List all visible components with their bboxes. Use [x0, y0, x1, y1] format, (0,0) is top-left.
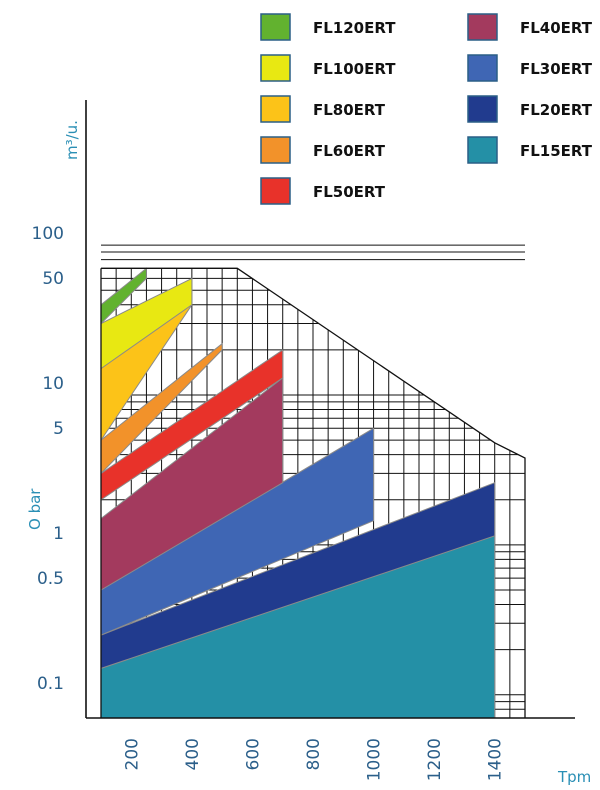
legend-label: FL40ERT — [520, 19, 593, 37]
axes — [85, 100, 575, 719]
legend-item: FL80ERT — [260, 95, 386, 123]
legend: FL120ERT FL100ERT FL80ERT FL60ERT FL50ERT FL4… — [260, 13, 593, 205]
legend-swatch — [260, 136, 291, 164]
x-axis-title: Tpm — [557, 768, 591, 786]
legend-label: FL120ERT — [313, 19, 396, 37]
legend-item: FL30ERT — [467, 54, 593, 82]
legend-swatch — [467, 54, 498, 82]
x-tick-label: 1000 — [365, 738, 385, 781]
legend-swatch — [260, 13, 291, 41]
legend-item: FL120ERT — [260, 13, 396, 41]
x-tick-label: 1200 — [425, 738, 445, 781]
legend-item: FL15ERT — [467, 136, 593, 164]
legend-swatch — [260, 177, 291, 205]
legend-swatch — [260, 54, 291, 82]
legend-label: FL60ERT — [313, 142, 386, 160]
envelope-line — [101, 267, 526, 718]
y-tick-label: 1 — [53, 524, 64, 544]
legend-label: FL30ERT — [520, 60, 593, 78]
x-tick-label: 1400 — [486, 738, 506, 781]
legend-label: FL80ERT — [313, 101, 386, 119]
x-tick-label: 800 — [304, 738, 324, 770]
legend-item: FL40ERT — [467, 13, 593, 41]
legend-swatch — [467, 136, 498, 164]
y-tick-label: 0.1 — [37, 674, 64, 694]
x-tick-label: 200 — [122, 738, 142, 770]
y-tick-label: 0.5 — [37, 569, 64, 589]
x-tick-labels: 200 400 600 800 1000 1200 1400 — [122, 738, 505, 781]
y-tick-label: 50 — [42, 269, 64, 289]
x-tick-label: 400 — [183, 738, 203, 770]
y-axis-title: O bar — [26, 488, 44, 530]
legend-item: FL100ERT — [260, 54, 396, 82]
y-tick-label: 5 — [53, 419, 64, 439]
envelope — [100, 267, 526, 718]
legend-label: FL15ERT — [520, 142, 593, 160]
legend-label: FL100ERT — [313, 60, 396, 78]
x-tick-label: 600 — [243, 738, 263, 770]
legend-swatch — [260, 95, 291, 123]
legend-item: FL50ERT — [260, 177, 386, 205]
legend-swatch — [467, 13, 498, 41]
y-tick-label: 100 — [32, 224, 64, 244]
series-bands — [100, 267, 496, 719]
legend-label: FL20ERT — [520, 101, 593, 119]
legend-item: FL60ERT — [260, 136, 386, 164]
legend-swatch — [467, 95, 498, 123]
legend-label: FL50ERT — [313, 183, 386, 201]
y-tick-label: 10 — [42, 374, 64, 394]
legend-item: FL20ERT — [467, 95, 593, 123]
y-tick-labels: 0.1 0.5 1 5 10 50 100 — [32, 224, 64, 694]
y-unit-label: m³/u. — [63, 120, 81, 160]
